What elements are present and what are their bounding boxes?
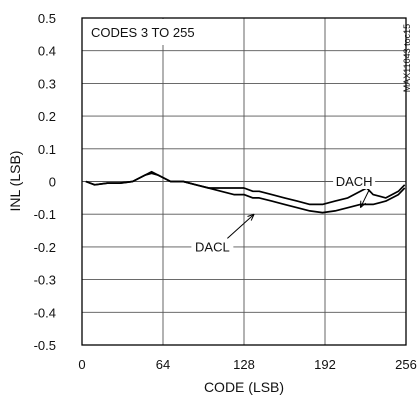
x-axis-title: CODE (LSB)	[204, 379, 284, 395]
series-label-dach: DACH	[336, 174, 373, 189]
y-tick-label: -0.2	[34, 240, 56, 255]
series-label-background	[191, 237, 234, 255]
figure-id: MAX11043 toc15	[402, 24, 412, 92]
leader-line-dach	[359, 189, 370, 208]
codes-label-background	[83, 19, 210, 45]
series-layer	[85, 170, 406, 214]
y-tick-label: -0.5	[34, 338, 56, 353]
y-tick-label: 0.5	[38, 11, 56, 26]
codes-range-label: CODES 3 TO 255	[91, 25, 195, 40]
y-tick-label: -0.3	[34, 273, 56, 288]
y-tick-label: 0.1	[38, 142, 56, 157]
x-tick-label: 0	[78, 357, 85, 372]
plot-frame	[81, 17, 407, 346]
x-tick-label: 64	[156, 357, 170, 372]
y-tick-label: -0.4	[34, 305, 56, 320]
tick-labels: 0.5 0.4 0.3 0.2 0.1 0 -0.1 -0.2 -0.3 -0.4 -0.5 0 64 1…	[34, 11, 417, 372]
y-axis-title: INL (LSB)	[7, 151, 23, 212]
series-label-dacl: DACL	[195, 239, 230, 254]
x-tick-label: 128	[233, 357, 255, 372]
x-tick-label: 192	[314, 357, 336, 372]
series-label-background	[333, 172, 376, 189]
arrowhead	[359, 200, 367, 209]
x-tick-label: 256	[395, 357, 417, 372]
annotations: CODES 3 TO 255 MAX11043 toc15 DACH DACL	[83, 19, 412, 255]
y-tick-label: 0	[49, 175, 56, 190]
series-line-dacl	[85, 172, 406, 214]
y-tick-label: 0.3	[38, 76, 56, 91]
leader-line-dacl	[227, 213, 255, 239]
y-tick-label: -0.1	[34, 207, 56, 222]
y-tick-label: 0.4	[38, 44, 56, 59]
y-tick-label: 0.2	[38, 109, 56, 124]
grid	[82, 18, 406, 345]
arrowhead	[247, 213, 255, 221]
